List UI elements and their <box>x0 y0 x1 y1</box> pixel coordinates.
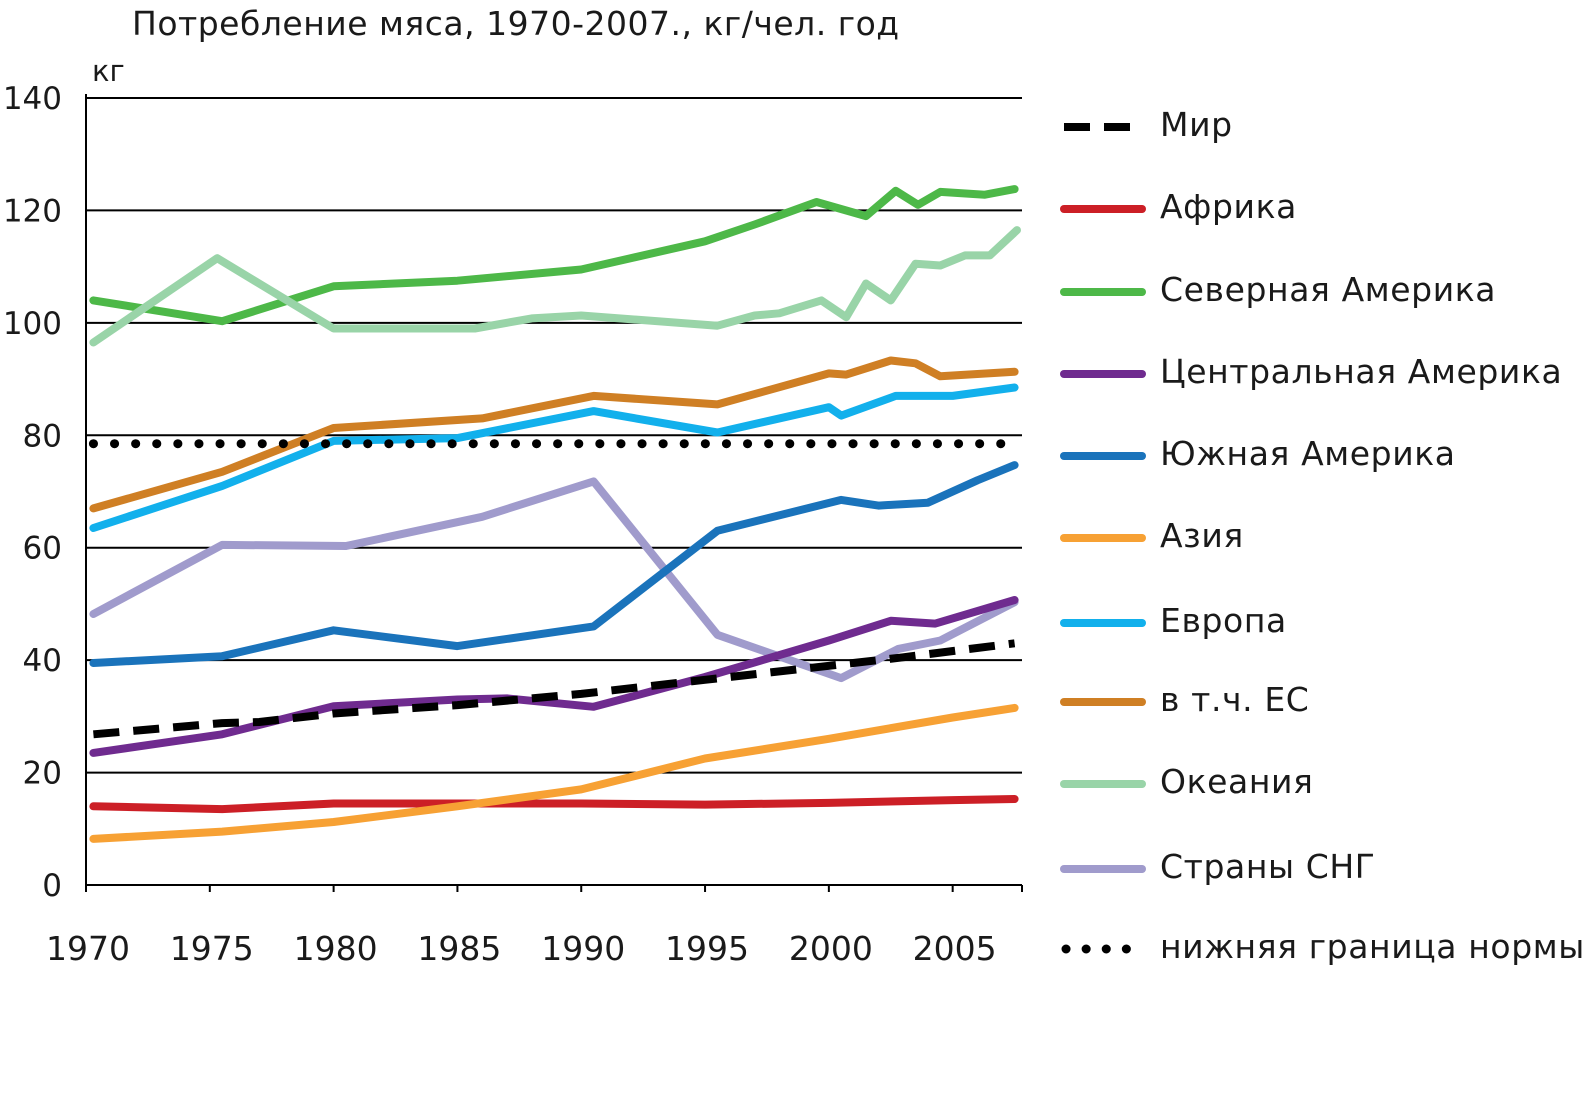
legend-item: Северная Америка <box>1060 266 1594 316</box>
legend-label: Северная Америка <box>1160 270 1497 309</box>
legend-label: Африка <box>1160 187 1297 226</box>
y-tick-label: 40 <box>23 643 62 679</box>
legend-swatch <box>1060 452 1146 460</box>
legend-item: Азия <box>1060 512 1594 562</box>
legend-swatch <box>1060 865 1146 873</box>
series-line <box>89 795 1019 814</box>
x-tick-labels: 1970 1975 1980 1985 1990 1995 2000 2005 <box>46 929 997 968</box>
legend-item: Центральная Америка <box>1060 348 1594 398</box>
y-tick-label: 60 <box>23 531 62 567</box>
series-line <box>89 185 1019 326</box>
legend-label: Азия <box>1160 516 1244 555</box>
x-tick-label: 1985 <box>417 929 501 968</box>
legend-swatch <box>1060 288 1146 296</box>
legend-swatch <box>1060 370 1146 378</box>
legend-swatch <box>1060 780 1146 788</box>
legend-label: Страны СНГ <box>1160 847 1376 886</box>
axes <box>85 94 1023 892</box>
y-tick-label: 80 <box>23 418 62 454</box>
series-line <box>89 477 1019 683</box>
legend-swatch <box>1061 944 1147 954</box>
legend-swatch <box>1060 698 1146 706</box>
series-line <box>89 226 1021 347</box>
legend-label: Центральная Америка <box>1160 352 1563 391</box>
x-tick-label: 1980 <box>294 929 378 968</box>
legend-item: нижняя граница нормы <box>1060 923 1594 973</box>
legend-label: нижняя граница нормы <box>1160 927 1585 966</box>
legend-label: Южная Америка <box>1160 434 1456 473</box>
y-tick-label: 120 <box>3 193 62 229</box>
legend-label: в т.ч. ЕС <box>1160 680 1310 719</box>
y-tick-label: 100 <box>3 306 62 342</box>
y-tick-labels: 0 20 40 60 80 100 120 140 <box>3 81 62 904</box>
series-line <box>89 461 1019 667</box>
legend-label: Океания <box>1160 762 1314 801</box>
legend-item: Южная Америка <box>1060 430 1594 480</box>
legend-swatch <box>1060 619 1146 627</box>
series-line <box>89 356 1019 513</box>
series-line <box>89 703 1019 843</box>
x-tick-label: 1990 <box>541 929 625 968</box>
legend-swatch <box>1064 123 1142 131</box>
legend-item: Африка <box>1060 183 1594 233</box>
legend-label: Мир <box>1160 105 1233 144</box>
x-tick-label: 1995 <box>665 929 749 968</box>
legend-swatch <box>1060 205 1146 213</box>
y-tick-label: 140 <box>3 81 62 117</box>
legend-item: Мир <box>1060 101 1594 151</box>
x-tick-label: 2005 <box>913 929 997 968</box>
y-tick-label: 0 <box>42 868 62 904</box>
legend-swatch <box>1060 534 1146 542</box>
legend-label: Европа <box>1160 601 1287 640</box>
series-line <box>89 383 1019 532</box>
legend-item: Океания <box>1060 758 1594 808</box>
x-tick-label: 1975 <box>170 929 254 968</box>
y-axis-unit: кг <box>92 54 125 88</box>
series-line <box>93 639 1016 739</box>
x-tick-label: 1970 <box>46 929 130 968</box>
legend-item: Страны СНГ <box>1060 843 1594 893</box>
series-lines <box>88 185 1021 843</box>
chart-title: Потребление мяса, 1970-2007., кг/чел. го… <box>132 4 900 43</box>
x-tick-label: 2000 <box>789 929 873 968</box>
legend-item: в т.ч. ЕС <box>1060 676 1594 726</box>
y-tick-label: 20 <box>23 756 62 792</box>
legend-item: Европа <box>1060 597 1594 647</box>
